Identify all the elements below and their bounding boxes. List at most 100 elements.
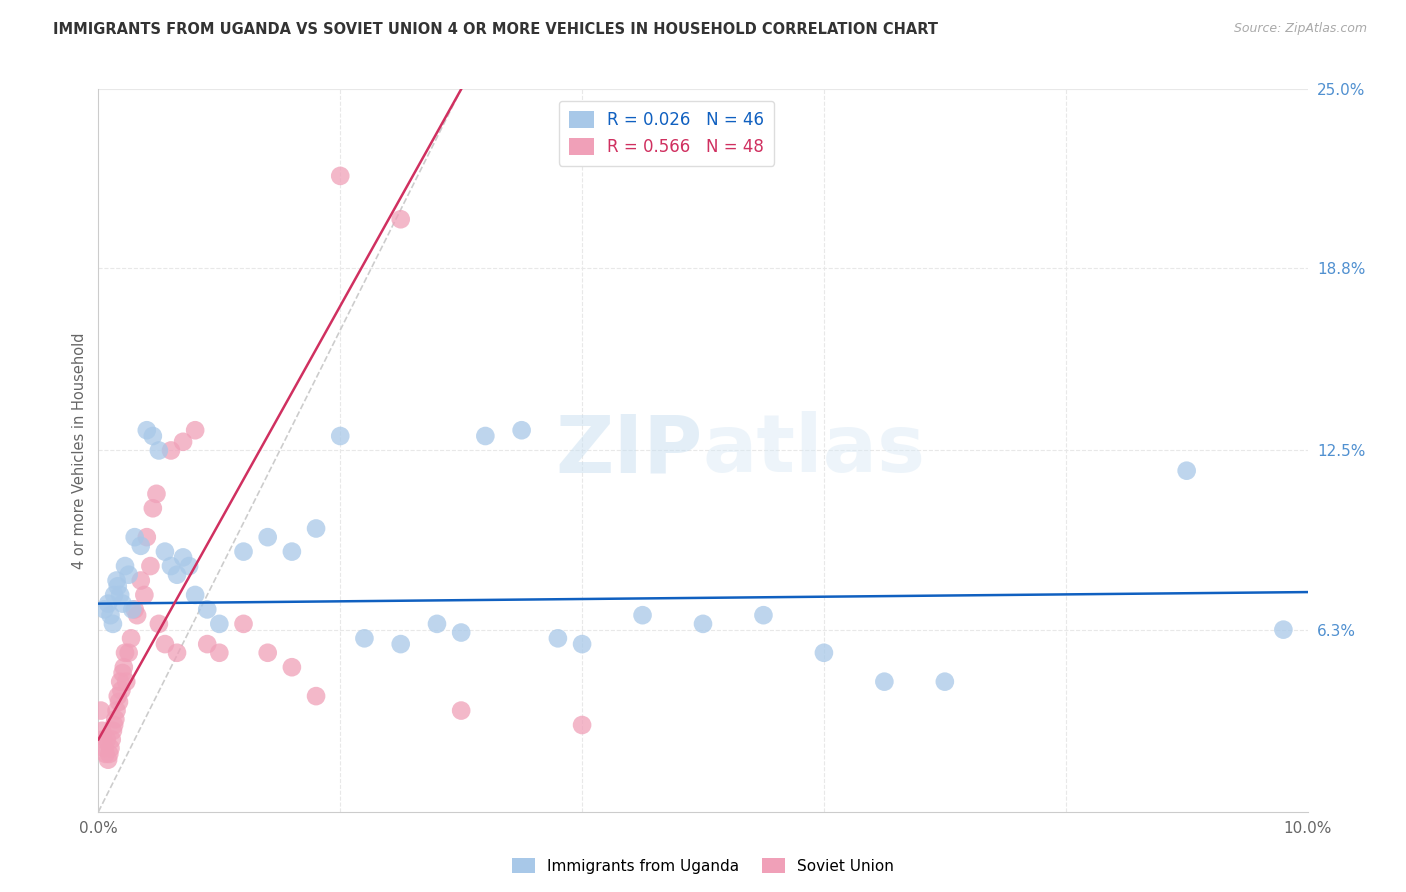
Point bbox=[107, 579, 129, 593]
Legend: Immigrants from Uganda, Soviet Union: Immigrants from Uganda, Soviet Union bbox=[506, 852, 900, 880]
Point bbox=[426, 616, 449, 631]
Point bbox=[160, 443, 183, 458]
Point bbox=[184, 588, 207, 602]
Point bbox=[118, 646, 141, 660]
Point bbox=[100, 608, 122, 623]
Point bbox=[111, 665, 134, 680]
Point bbox=[166, 567, 188, 582]
Point bbox=[329, 169, 352, 183]
Point bbox=[103, 718, 125, 732]
Point bbox=[281, 544, 304, 558]
Point bbox=[142, 429, 165, 443]
Point bbox=[124, 602, 146, 616]
Point bbox=[1272, 623, 1295, 637]
Point bbox=[97, 597, 120, 611]
Text: ZIP: ZIP bbox=[555, 411, 703, 490]
Point bbox=[118, 567, 141, 582]
Point bbox=[208, 646, 231, 660]
Point bbox=[108, 588, 131, 602]
Point bbox=[184, 423, 207, 437]
Point bbox=[450, 704, 472, 718]
Point bbox=[510, 423, 533, 437]
Point bbox=[142, 501, 165, 516]
Text: IMMIGRANTS FROM UGANDA VS SOVIET UNION 4 OR MORE VEHICLES IN HOUSEHOLD CORRELATI: IMMIGRANTS FROM UGANDA VS SOVIET UNION 4… bbox=[53, 22, 938, 37]
Point bbox=[93, 741, 115, 756]
Point bbox=[631, 608, 654, 623]
Point bbox=[115, 674, 138, 689]
Point bbox=[160, 559, 183, 574]
Text: Source: ZipAtlas.com: Source: ZipAtlas.com bbox=[1233, 22, 1367, 36]
Point bbox=[813, 646, 835, 660]
Point bbox=[98, 747, 121, 761]
Point bbox=[166, 646, 188, 660]
Point bbox=[105, 704, 128, 718]
Point bbox=[195, 637, 218, 651]
Point bbox=[101, 723, 124, 738]
Text: atlas: atlas bbox=[703, 411, 927, 490]
Point bbox=[124, 530, 146, 544]
Legend: R = 0.026   N = 46, R = 0.566   N = 48: R = 0.026 N = 46, R = 0.566 N = 48 bbox=[560, 101, 775, 166]
Point bbox=[195, 602, 218, 616]
Point bbox=[111, 597, 134, 611]
Point bbox=[571, 718, 593, 732]
Point bbox=[114, 559, 136, 574]
Point bbox=[172, 550, 194, 565]
Point bbox=[179, 559, 201, 574]
Point bbox=[135, 423, 157, 437]
Point bbox=[93, 602, 115, 616]
Point bbox=[232, 616, 254, 631]
Point bbox=[97, 753, 120, 767]
Point bbox=[114, 646, 136, 660]
Y-axis label: 4 or more Vehicles in Household: 4 or more Vehicles in Household bbox=[72, 332, 87, 569]
Point bbox=[208, 616, 231, 631]
Point bbox=[547, 632, 569, 646]
Point bbox=[110, 683, 132, 698]
Point bbox=[145, 487, 167, 501]
Point bbox=[281, 660, 304, 674]
Point bbox=[127, 608, 149, 623]
Point bbox=[101, 616, 124, 631]
Point bbox=[329, 429, 352, 443]
Point bbox=[108, 674, 131, 689]
Point bbox=[692, 616, 714, 631]
Point bbox=[232, 544, 254, 558]
Point bbox=[474, 429, 496, 443]
Point bbox=[148, 616, 170, 631]
Point bbox=[112, 660, 135, 674]
Point bbox=[752, 608, 775, 623]
Point bbox=[571, 637, 593, 651]
Point bbox=[121, 602, 143, 616]
Point bbox=[134, 588, 156, 602]
Point bbox=[105, 574, 128, 588]
Point bbox=[305, 689, 328, 703]
Point bbox=[100, 732, 122, 747]
Point bbox=[172, 434, 194, 449]
Point bbox=[129, 539, 152, 553]
Point bbox=[389, 212, 412, 227]
Point bbox=[153, 637, 176, 651]
Point bbox=[104, 712, 127, 726]
Point bbox=[139, 559, 162, 574]
Point bbox=[90, 704, 112, 718]
Point bbox=[305, 521, 328, 535]
Point bbox=[107, 689, 129, 703]
Point bbox=[91, 723, 114, 738]
Point bbox=[934, 674, 956, 689]
Point bbox=[256, 530, 278, 544]
Point bbox=[873, 674, 896, 689]
Point bbox=[120, 632, 142, 646]
Point bbox=[108, 695, 131, 709]
Point bbox=[256, 646, 278, 660]
Point bbox=[148, 443, 170, 458]
Point bbox=[1175, 464, 1198, 478]
Point bbox=[96, 732, 118, 747]
Point bbox=[91, 732, 114, 747]
Point bbox=[153, 544, 176, 558]
Point bbox=[100, 741, 122, 756]
Point bbox=[129, 574, 152, 588]
Point bbox=[389, 637, 412, 651]
Point bbox=[353, 632, 375, 646]
Point bbox=[450, 625, 472, 640]
Point bbox=[135, 530, 157, 544]
Point bbox=[94, 747, 117, 761]
